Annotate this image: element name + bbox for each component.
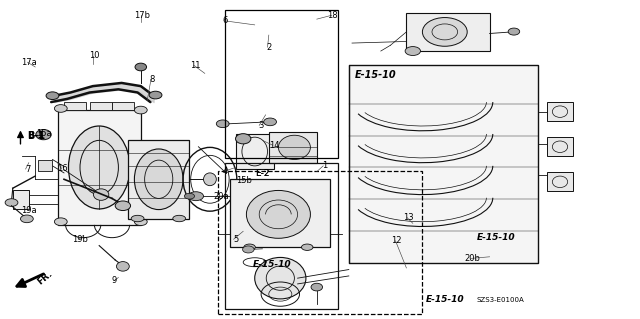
Bar xyxy=(58,110,141,225)
Ellipse shape xyxy=(255,257,306,299)
Ellipse shape xyxy=(405,47,420,56)
Text: E-2: E-2 xyxy=(255,169,269,178)
Bar xyxy=(13,190,29,209)
Bar xyxy=(218,171,422,314)
Text: 14: 14 xyxy=(269,141,279,150)
Bar xyxy=(64,102,86,110)
Text: 3: 3 xyxy=(259,121,264,130)
Ellipse shape xyxy=(46,92,59,100)
Bar xyxy=(236,134,274,169)
Text: SZS3-E0100A: SZS3-E0100A xyxy=(477,297,525,303)
Ellipse shape xyxy=(184,193,195,199)
Bar xyxy=(128,140,189,219)
Ellipse shape xyxy=(301,244,313,250)
Bar xyxy=(406,13,490,51)
Text: 19b: 19b xyxy=(72,235,88,244)
Ellipse shape xyxy=(508,28,520,35)
Text: 20b: 20b xyxy=(465,254,480,263)
Ellipse shape xyxy=(216,120,229,128)
Text: 1: 1 xyxy=(323,161,328,170)
Text: 15a: 15a xyxy=(36,130,51,138)
Text: E-15-10: E-15-10 xyxy=(426,295,464,304)
Ellipse shape xyxy=(134,106,147,114)
Text: 6: 6 xyxy=(223,16,228,25)
Ellipse shape xyxy=(422,18,467,46)
Text: 5: 5 xyxy=(233,235,238,244)
Text: 15b: 15b xyxy=(237,176,252,185)
Text: 2: 2 xyxy=(266,43,271,52)
Bar xyxy=(547,137,573,156)
Text: 12: 12 xyxy=(392,236,402,245)
Text: 7: 7 xyxy=(25,165,30,174)
Ellipse shape xyxy=(278,135,310,160)
Text: 4: 4 xyxy=(223,167,228,176)
Text: B-1: B-1 xyxy=(27,130,45,141)
Ellipse shape xyxy=(93,189,109,200)
Text: 11: 11 xyxy=(190,61,200,70)
Ellipse shape xyxy=(135,63,147,71)
Text: 16: 16 xyxy=(58,164,68,173)
Ellipse shape xyxy=(115,201,131,211)
Bar xyxy=(547,102,573,121)
Ellipse shape xyxy=(204,173,216,186)
Bar xyxy=(38,160,52,171)
Ellipse shape xyxy=(236,134,251,144)
Bar xyxy=(225,10,338,158)
Bar xyxy=(112,102,134,110)
Text: 20a: 20a xyxy=(213,192,228,201)
Ellipse shape xyxy=(134,149,183,210)
Bar xyxy=(90,102,112,110)
Text: 17a: 17a xyxy=(21,58,36,67)
Text: 17b: 17b xyxy=(134,11,150,20)
Text: E-15-10: E-15-10 xyxy=(355,70,397,80)
Text: 13: 13 xyxy=(403,213,413,222)
Ellipse shape xyxy=(36,130,51,140)
Bar xyxy=(269,132,317,163)
Text: E-2: E-2 xyxy=(255,169,269,178)
Text: E-15-10: E-15-10 xyxy=(253,260,291,269)
Bar xyxy=(349,65,538,263)
Ellipse shape xyxy=(20,215,33,223)
Bar xyxy=(547,172,573,191)
Ellipse shape xyxy=(173,215,186,222)
Ellipse shape xyxy=(311,283,323,291)
Text: B-1: B-1 xyxy=(27,131,44,140)
Ellipse shape xyxy=(246,190,310,238)
Ellipse shape xyxy=(54,218,67,226)
Ellipse shape xyxy=(264,118,276,126)
Ellipse shape xyxy=(116,262,129,271)
Text: 18: 18 xyxy=(328,11,338,20)
Ellipse shape xyxy=(68,126,130,209)
Ellipse shape xyxy=(54,105,67,112)
Bar xyxy=(225,163,338,309)
Text: 8: 8 xyxy=(150,75,155,84)
Text: 19a: 19a xyxy=(21,206,36,215)
Ellipse shape xyxy=(134,218,147,226)
Ellipse shape xyxy=(244,244,255,250)
Ellipse shape xyxy=(5,199,18,206)
Bar xyxy=(230,179,330,247)
Text: 10: 10 xyxy=(90,51,100,60)
Text: 9: 9 xyxy=(111,276,116,285)
Text: FR.: FR. xyxy=(35,270,54,287)
Ellipse shape xyxy=(243,246,254,253)
Ellipse shape xyxy=(131,215,144,222)
Ellipse shape xyxy=(188,192,204,201)
Ellipse shape xyxy=(149,91,162,99)
Text: E-15-10: E-15-10 xyxy=(477,233,515,242)
